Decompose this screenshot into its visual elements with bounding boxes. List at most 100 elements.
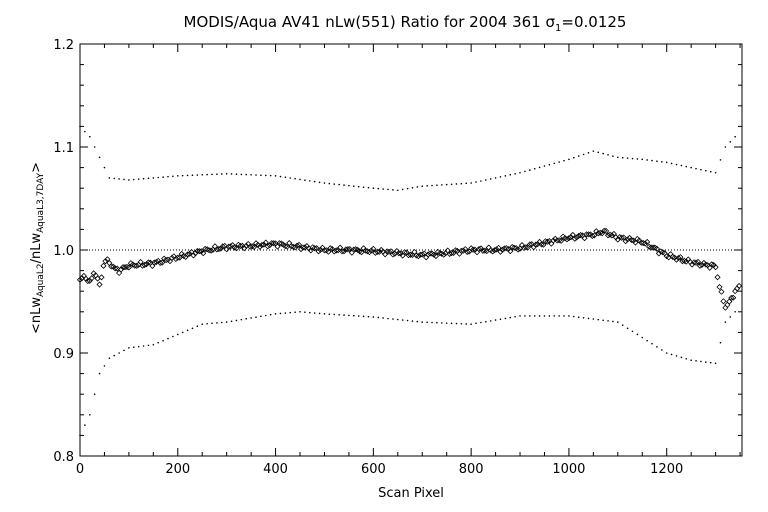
lower-bound-point [553,315,556,317]
chart-title-value: =0.0125 [561,13,626,31]
upper-bound-point [152,177,155,179]
lower-bound-point [597,318,600,321]
mean-point [581,235,588,242]
upper-bound-point [289,177,292,179]
upper-bound-point [304,179,306,181]
mean-point [243,242,250,249]
upper-bound-point [343,184,345,186]
lower-bound-point [577,316,580,318]
mean-point [352,246,359,253]
upper-bound-point [607,154,609,156]
lower-bound-point [318,312,321,315]
y-tick-label: 1.0 [53,244,74,259]
upper-bound-point [299,178,301,181]
mean-point [571,235,578,242]
upper-bound-point [387,188,389,191]
mean-point [458,247,465,254]
upper-bound-point [196,174,199,176]
upper-bound-point [695,167,697,170]
lower-bound-point [489,320,492,322]
mean-point [689,261,696,268]
lower-bound-point [167,337,169,340]
mean-point [585,231,592,238]
lower-bound-point [323,313,326,315]
upper-bound-point [436,184,438,187]
lower-bound-point [406,319,409,322]
mean-point [692,259,700,266]
upper-bound-point [396,189,399,192]
mean-point [133,262,140,269]
lower-bound-point [191,327,194,330]
lower-bound-point [84,424,86,426]
upper-bound-point [724,146,727,148]
mean-point [114,265,121,272]
upper-bound-point [225,172,228,175]
mean-point [200,250,207,257]
upper-bound-point [132,178,135,181]
upper-bound-point [709,170,712,173]
upper-bound-point [538,166,541,169]
upper-bound-point [651,159,653,162]
upper-bound-point [553,162,556,165]
upper-bound-point [157,176,160,179]
lower-bound-point [313,312,316,314]
mean-point [76,276,84,283]
mean-point [149,262,156,269]
upper-bound-point [636,158,639,160]
x-tick-label: 400 [263,462,288,477]
lower-bound-point [162,339,164,342]
lower-bound-point [343,314,345,316]
mean-point [714,274,721,281]
upper-bound-point [401,188,404,191]
upper-bound-point [421,185,424,187]
lower-bound-point [543,315,546,317]
mean-point [368,247,375,254]
tick-labels: 0 200 400 600 800 1000 1200 0.8 0.9 1.0 1.1 1.2 [53,38,683,477]
upper-bound-point [372,187,375,189]
mean-point [675,254,682,262]
mean-point [258,242,265,249]
mean-point [501,245,508,252]
lower-bound-point [152,343,155,346]
mean-point [728,294,735,302]
upper-bound-point [700,168,702,171]
mean-point [532,241,539,248]
mean-point [708,261,715,268]
lower-bound-point [113,354,116,357]
upper-bound-point [612,155,614,157]
x-tick-label: 0 [76,462,84,477]
mean-point [237,242,244,250]
lower-bound-point [568,315,570,317]
y-tick-label: 1.2 [53,38,74,53]
mean-point [162,256,170,264]
lower-bound-point [387,317,389,320]
upper-bound-point [426,185,428,187]
mean-point [249,243,256,250]
upper-bound-point [509,174,512,176]
upper-bound-point [685,165,688,168]
mean-point [608,232,616,239]
lower-bound-point [475,322,477,325]
lower-bound-point [729,316,732,318]
mean-point [563,236,571,243]
mean-point [123,263,131,270]
upper-bound-point [362,186,365,188]
upper-bound-point [690,166,692,169]
mean-point [370,245,377,252]
lower-bound-point [108,357,111,359]
lower-bound-point [357,315,360,317]
upper-bound-point [592,150,595,152]
lower-bound-point [631,330,634,333]
mean-point [215,245,222,253]
upper-bound-point [128,179,130,181]
axis-ticks [79,43,742,457]
upper-bound-point [181,174,184,177]
upper-bound-point [323,182,326,184]
chart-title-sigma-subscript: 1 [555,23,561,34]
upper-bound-point [680,164,683,167]
mean-point [102,258,109,265]
lower-bound-point [690,359,692,362]
upper-bound-point [118,178,120,180]
upper-bound-point [279,175,282,178]
lower-bound-point [700,360,702,363]
